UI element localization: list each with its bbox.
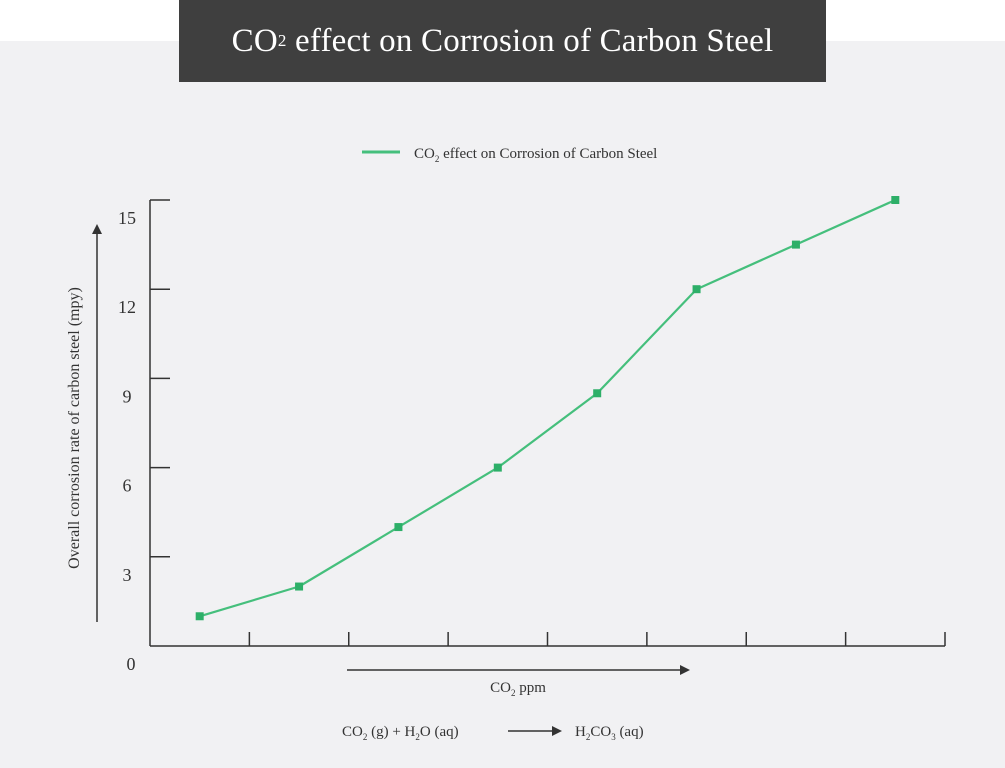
- page-title: CO 2 effect on Corrosion of Carbon Steel: [179, 0, 826, 82]
- equation-text: (g) + H: [367, 724, 415, 740]
- x-axis-label-suffix: ppm: [515, 680, 546, 696]
- chart-panel: [0, 41, 1005, 768]
- y-axis-label: Overall corrosion rate of carbon steel (…: [66, 287, 83, 569]
- legend-label-sub: 2: [435, 154, 440, 164]
- data-point: [195, 612, 204, 621]
- data-point: [791, 240, 800, 249]
- data-point: [493, 463, 502, 472]
- x-axis-ticks: [248, 632, 946, 646]
- equation-text: CO: [590, 724, 611, 740]
- data-point: [394, 523, 403, 532]
- title-suffix: effect on Corrosion of Carbon Steel: [286, 22, 774, 59]
- data-point: [692, 285, 701, 294]
- x-axis-label-prefix: CO: [490, 680, 511, 696]
- equation-reactants: CO2 (g) + H2O (aq): [342, 724, 459, 742]
- data-point: [593, 389, 602, 398]
- title-prefix: CO: [231, 22, 278, 59]
- equation-subscript: 2: [586, 732, 591, 742]
- data-point: [891, 196, 900, 204]
- legend-label-prefix: CO: [414, 146, 435, 162]
- x-axis-label-sub: 2: [511, 688, 516, 698]
- y-tick-label: 15: [118, 208, 136, 228]
- legend-label-suffix: effect on Corrosion of Carbon Steel: [439, 146, 657, 162]
- series-line: [199, 198, 896, 618]
- x-axis-label: CO2 ppm: [490, 680, 546, 698]
- y-tick-label: 9: [123, 386, 132, 406]
- y-axis-ticks: 0 3 6 9 12 15: [118, 199, 170, 674]
- equation-text: H: [575, 724, 586, 740]
- equation-text: O (aq): [420, 724, 459, 740]
- legend-label: CO2 effect on Corrosion of Carbon Steel: [414, 146, 657, 164]
- equation-subscript: 2: [415, 732, 420, 742]
- series-layer: [195, 196, 900, 621]
- y-tick-label: 12: [118, 297, 136, 317]
- equation-product: H2CO3 (aq): [575, 724, 644, 742]
- equation-subscript: 3: [611, 732, 616, 742]
- chemical-equation: CO2 (g) + H2O (aq) H2CO3 (aq): [342, 724, 644, 742]
- equation-text: (aq): [616, 724, 644, 740]
- title-subscript: 2: [277, 31, 287, 50]
- data-point: [295, 582, 304, 591]
- legend: CO2 effect on Corrosion of Carbon Steel: [362, 146, 657, 164]
- equation-text: CO: [342, 724, 363, 740]
- equation-subscript: 2: [363, 732, 368, 742]
- y-tick-label: 0: [127, 654, 136, 674]
- y-tick-label: 6: [123, 476, 132, 496]
- y-tick-label: 3: [123, 565, 132, 585]
